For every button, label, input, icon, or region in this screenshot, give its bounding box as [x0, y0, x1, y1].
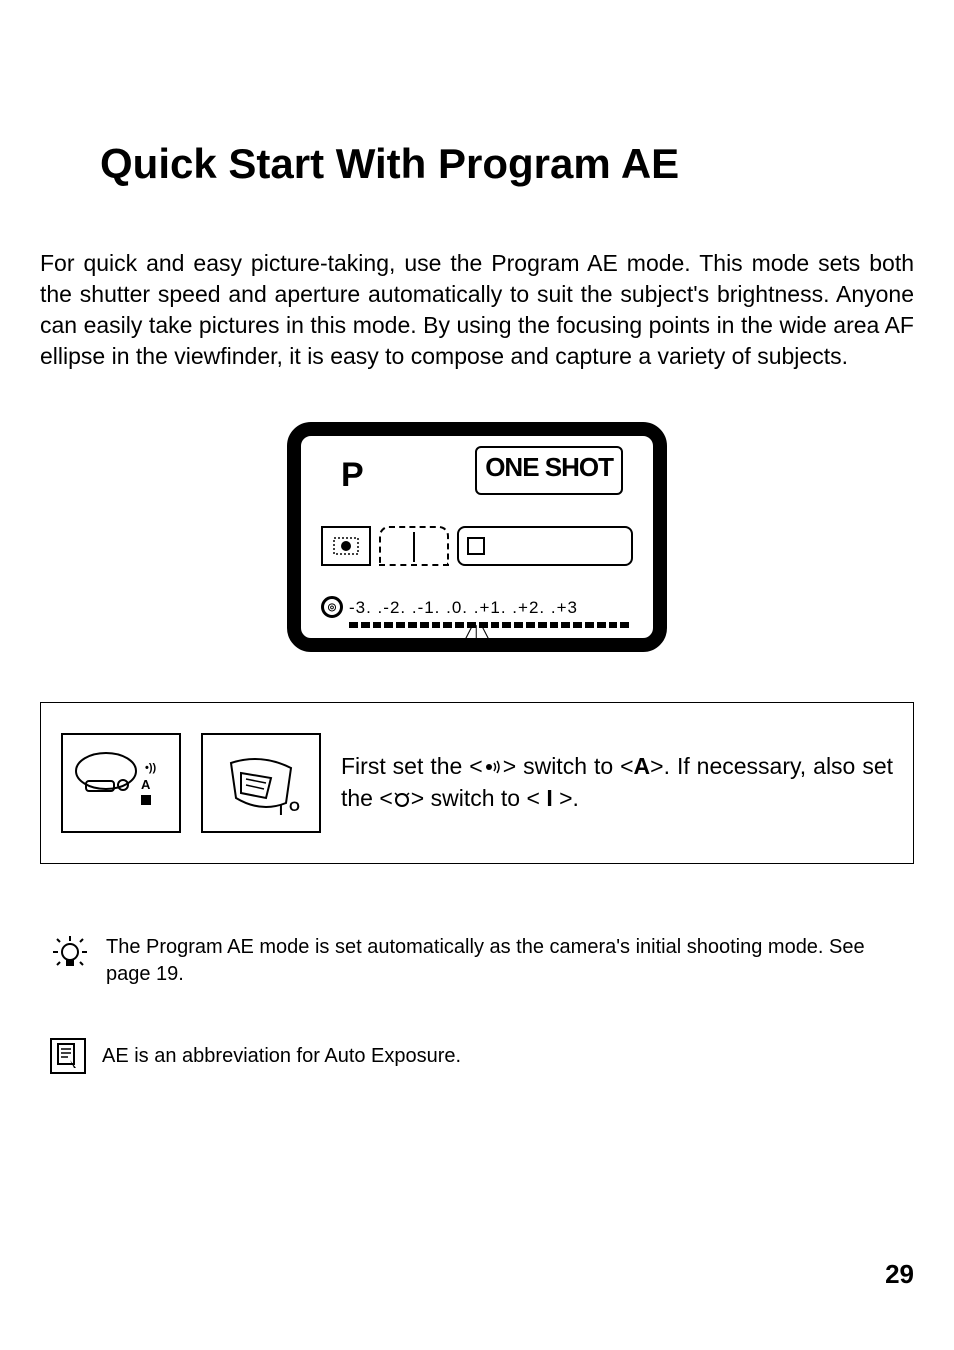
lcd-mode-letter: P — [341, 456, 364, 495]
lcd-display: P ONE SHOT ◎ -3. .-2. .-1. .0. .+1. .+2.… — [287, 422, 667, 652]
tip-text: The Program AE mode is set automatically… — [106, 934, 904, 988]
beep-icon — [483, 752, 503, 783]
lcd-af-mode: ONE SHOT — [475, 446, 623, 495]
lightbulb-icon — [50, 934, 90, 974]
svg-text:•)): •)) — [145, 762, 157, 774]
step-text-mid3: > switch to < — [411, 785, 547, 811]
step-text: First set the <> switch to <A>. If neces… — [341, 751, 893, 816]
lcd-bracket-icon — [379, 526, 449, 566]
intro-paragraph: For quick and easy picture-taking, use t… — [40, 248, 914, 372]
page-number: 29 — [885, 1259, 914, 1290]
svg-text:I: I — [279, 802, 283, 818]
step-text-end: >. — [553, 785, 579, 811]
dial-icon — [393, 785, 411, 816]
lcd-iso-icon: ◎ — [321, 596, 343, 618]
step-figure-switch-o: I O — [201, 733, 321, 833]
svg-text:O: O — [289, 798, 300, 814]
step-text-mid1: > switch to < — [503, 753, 634, 779]
note-icon — [50, 1038, 86, 1074]
lcd-indicator-arrow: ╱│╲ — [464, 625, 490, 642]
step-box: •)) A I O First set the <> switch to <A>… — [40, 702, 914, 864]
note-row: AE is an abbreviation for Auto Exposure. — [40, 1038, 914, 1074]
lcd-metering-icon — [321, 526, 371, 566]
svg-text:A: A — [141, 777, 151, 792]
step-text-pre: First set the < — [341, 753, 483, 779]
lcd-drive-single-icon — [467, 537, 485, 555]
note-text: AE is an abbreviation for Auto Exposure. — [102, 1045, 461, 1068]
lcd-drive-mode — [457, 526, 633, 566]
lcd-display-wrap: P ONE SHOT ◎ -3. .-2. .-1. .0. .+1. .+2.… — [40, 422, 914, 652]
tip-row: The Program AE mode is set automatically… — [40, 934, 914, 988]
switch-a-label: A — [634, 753, 651, 779]
lcd-row-2 — [321, 526, 633, 566]
page-title: Quick Start With Program AE — [40, 140, 914, 188]
lcd-scale-text: -3. .-2. .-1. .0. .+1. .+2. .+3 — [349, 598, 578, 618]
lcd-exposure-scale: ◎ -3. .-2. .-1. .0. .+1. .+2. .+3 — [321, 596, 633, 618]
step-figure-switch-a: •)) A — [61, 733, 181, 833]
